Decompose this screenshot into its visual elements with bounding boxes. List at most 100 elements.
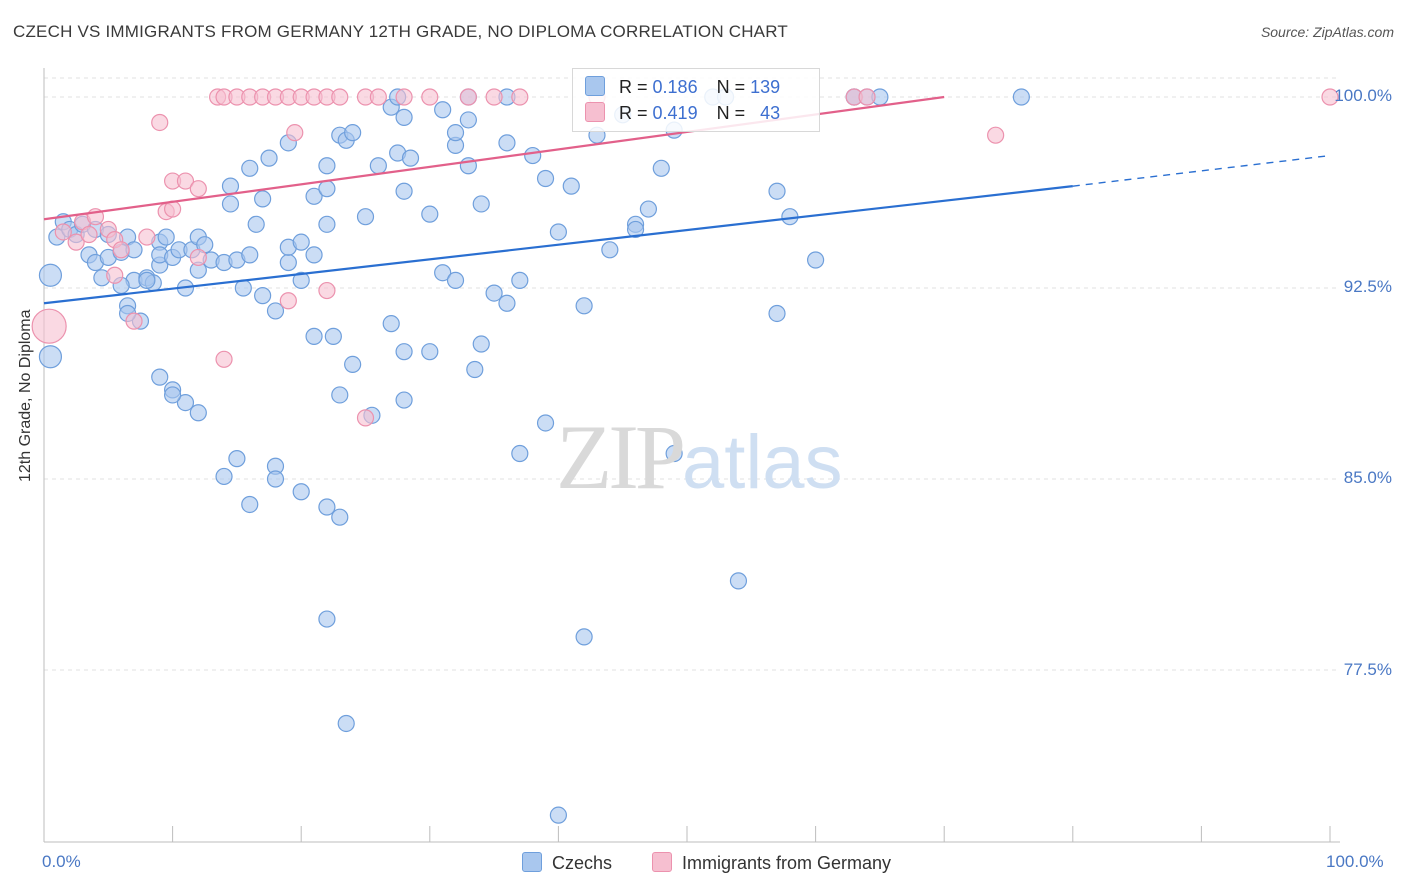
chart-title: CZECH VS IMMIGRANTS FROM GERMANY 12TH GR…	[13, 22, 788, 41]
watermark-zip: ZIP	[556, 406, 686, 508]
czechs-point	[344, 124, 362, 142]
czechs-trend-line	[43, 185, 1073, 305]
czechs-point	[331, 508, 349, 526]
czechs-point	[395, 343, 413, 361]
legend-r-value: 0.419	[652, 103, 698, 123]
czechs-point	[472, 195, 490, 213]
czechs-point	[318, 610, 336, 628]
czechs-point	[176, 394, 195, 412]
immigrants-point	[369, 88, 387, 106]
czechs-point	[305, 327, 323, 345]
czechs-point	[241, 495, 259, 514]
czechs-point	[292, 271, 310, 289]
czechs-point	[536, 169, 555, 188]
czechs-point	[395, 391, 413, 409]
immigrants-point	[176, 172, 195, 190]
czechs-point	[234, 279, 252, 297]
czechs-point	[511, 444, 529, 463]
czechs-point	[665, 444, 683, 463]
immigrants-point	[106, 266, 124, 284]
zipatlas-watermark: ZIPatlas	[556, 404, 843, 510]
czechs-point	[324, 327, 342, 345]
immigrants-point	[331, 88, 349, 106]
czechs-point	[318, 498, 336, 516]
czechs-point	[395, 182, 413, 200]
immigrants-point	[31, 308, 67, 344]
czechs-point	[536, 414, 555, 432]
legend-label: Immigrants from Germany	[682, 853, 892, 873]
czechs-point	[292, 483, 310, 501]
czechs-point	[434, 264, 452, 282]
czechs-point	[157, 228, 175, 246]
czechs-point	[38, 263, 63, 287]
immigrants-point	[485, 88, 503, 106]
legend-swatch-blue	[522, 852, 542, 872]
immigrants-point	[459, 88, 477, 106]
y-tick-label: 92.5%	[1343, 277, 1392, 296]
legend-swatch-pink	[585, 102, 605, 122]
czechs-point	[498, 134, 516, 152]
legend-item-immigrants: Immigrants from Germany	[652, 852, 891, 874]
czechs-point	[524, 146, 542, 165]
immigrants-point	[189, 180, 207, 198]
czechs-point	[511, 271, 529, 289]
immigrants-point	[395, 88, 413, 106]
immigrants-point	[511, 88, 529, 106]
czechs-point	[241, 159, 259, 177]
czechs-point	[575, 628, 593, 646]
czechs-point	[254, 287, 272, 305]
czechs-point	[318, 157, 336, 175]
immigrants-point	[1321, 88, 1339, 106]
correlation-legend: R = 0.186 N = 139 R = 0.419 N = 43	[572, 68, 820, 132]
czechs-point	[401, 149, 420, 167]
x-tick-label: 0.0%	[42, 852, 81, 871]
czechs-point	[395, 108, 413, 126]
czechs-point	[768, 304, 786, 323]
watermark-atlas: atlas	[682, 420, 843, 505]
czechs-point	[626, 220, 645, 239]
czechs-point	[549, 806, 568, 824]
immigrants-point	[125, 312, 143, 330]
immigrants-point	[67, 233, 85, 251]
y-tick-label: 85.0%	[1343, 468, 1392, 487]
immigrants-points	[31, 88, 1339, 427]
czechs-point	[498, 294, 516, 312]
czechs-point	[305, 246, 323, 264]
legend-label: Czechs	[552, 853, 613, 873]
czechs-point	[421, 343, 439, 361]
immigrants-point	[54, 223, 72, 241]
czechs-point	[241, 246, 259, 264]
immigrants-point	[987, 126, 1005, 144]
legend-n-value: 43	[760, 103, 781, 123]
czechs-point	[466, 360, 484, 379]
czechs-point	[472, 335, 490, 353]
legend-swatch-blue	[585, 76, 605, 96]
czechs-points	[38, 88, 1030, 824]
immigrants-point	[215, 350, 233, 368]
legend-row-immigrants: R = 0.419 N = 43	[585, 102, 780, 126]
czechs-point	[279, 253, 297, 272]
immigrants-point	[112, 241, 130, 259]
czechs-point	[729, 572, 748, 590]
czechs-point	[562, 177, 580, 195]
czechs-point	[318, 180, 336, 198]
czechs-point	[459, 111, 477, 129]
czechs-point	[601, 241, 619, 259]
legend-n-label: N =	[716, 103, 746, 123]
legend-r-value: 0.186	[652, 77, 698, 97]
y-tick-label: 100.0%	[1334, 86, 1392, 105]
czechs-point	[369, 157, 387, 175]
legend-row-czechs: R = 0.186 N = 139	[585, 76, 780, 100]
czechs-point	[266, 470, 285, 488]
czechs-point	[421, 205, 439, 223]
czechs-point	[38, 345, 63, 369]
legend-r-label: R =	[619, 77, 648, 97]
czechs-point	[1012, 88, 1030, 106]
legend-n-value: 139	[750, 77, 781, 97]
immigrants-point	[151, 113, 169, 132]
czechs-point	[639, 200, 658, 218]
czechs-point	[221, 177, 240, 195]
axes	[43, 68, 1340, 843]
czechs-point	[434, 101, 452, 119]
